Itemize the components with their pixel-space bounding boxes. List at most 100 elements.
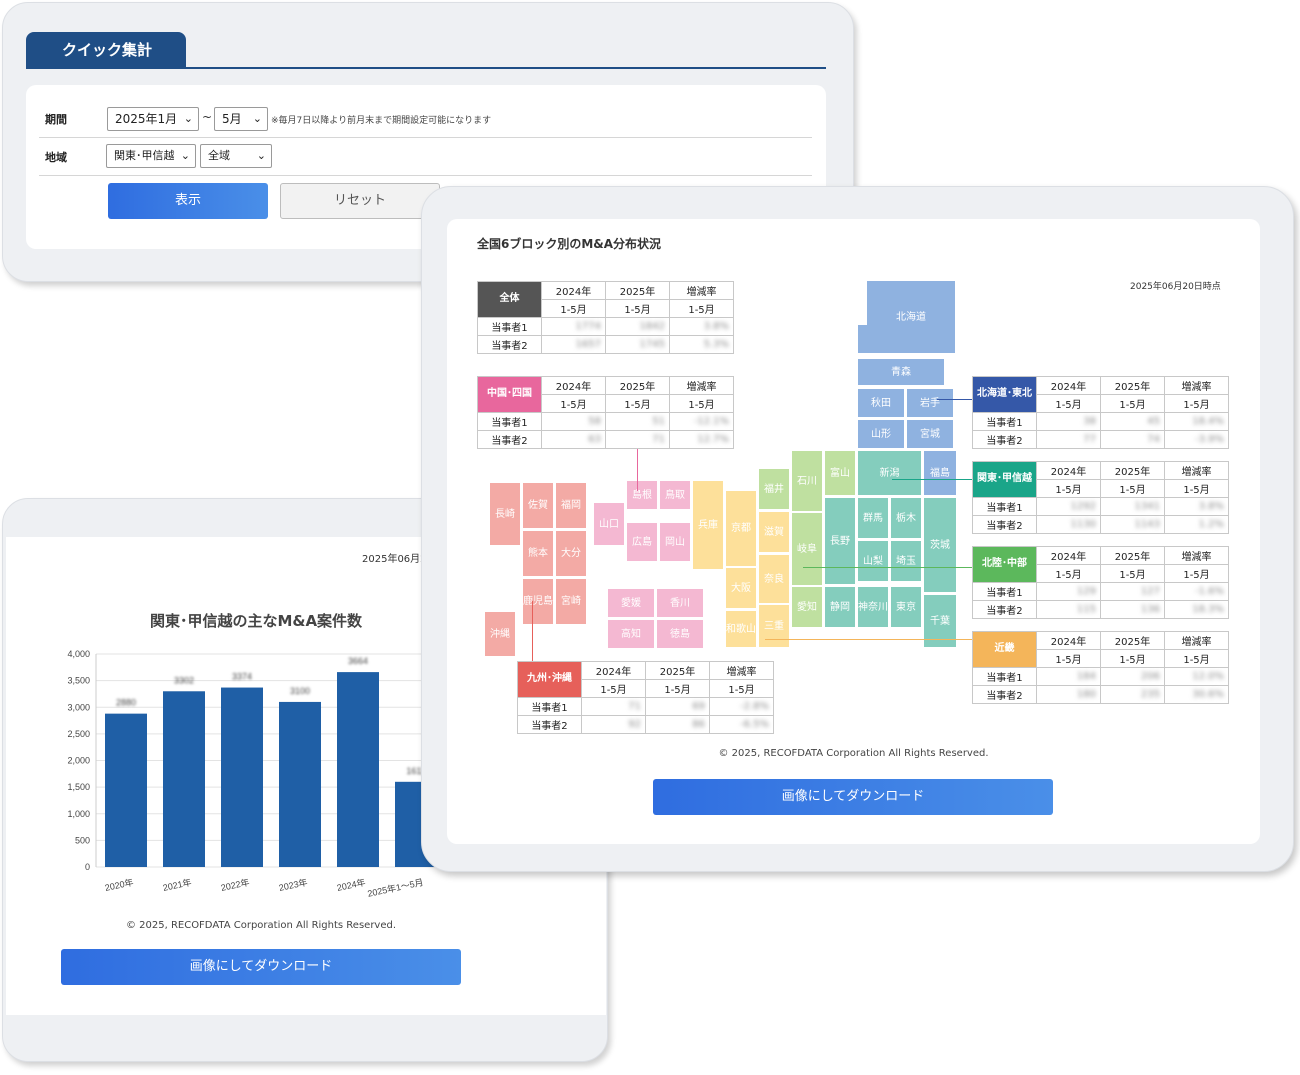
prefecture-tile: 山形 <box>858 420 904 448</box>
prefecture-tile: 滋賀 <box>759 512 789 552</box>
x-tick-label: 2021年 <box>162 876 193 893</box>
block-summary-table: 全体 2024年 2025年 増減率 1-5月 1-5月 1-5月 当事者1 1774 1842 3… <box>477 281 734 354</box>
value-cell: 1130 <box>1036 515 1101 534</box>
bar <box>163 691 205 867</box>
prefecture-tile: 鹿児島 <box>523 579 553 624</box>
row-label: 当事者1 <box>972 667 1037 686</box>
prefecture-tile: 秋田 <box>858 389 904 417</box>
value-cell: 1774 <box>541 317 606 336</box>
map-copyright: © 2025, RECOFDATA Corporation All Rights… <box>718 748 989 759</box>
area-select[interactable]: 全域 ⌄ <box>200 144 272 168</box>
column-header: 2024年 <box>1036 461 1101 480</box>
bar-data-label: 3100 <box>290 686 310 696</box>
row-label: 当事者2 <box>972 685 1037 704</box>
connector-line <box>532 601 533 661</box>
value-cell: -1.6% <box>1164 582 1229 601</box>
value-cell: 1745 <box>605 335 670 354</box>
column-header: 2024年 <box>1036 631 1101 650</box>
row-label: 当事者2 <box>477 335 542 354</box>
column-header: 増減率 <box>1164 376 1229 395</box>
japan-tile-map: 北海道 青森 秋田 岩手 山形 宮城 新潟 福島 石川 富山 長野 群馬 栃木 茨城 福井 岐阜 山梨 埼玉 京都滋… <box>447 219 1260 739</box>
value-cell: 86 <box>645 715 710 734</box>
y-tick-label: 3,500 <box>67 676 90 686</box>
bar <box>221 687 263 867</box>
block-summary-table: 九州･沖縄 2024年 2025年 増減率 1-5月 1-5月 1-5月 当事者1 71 69 -2… <box>517 661 774 734</box>
prefecture-tile: 兵庫 <box>693 481 723 569</box>
column-header: 増減率 <box>1164 631 1229 650</box>
map-download-button[interactable]: 画像にしてダウンロード <box>653 779 1053 815</box>
prefecture-tile: 愛知 <box>792 587 822 627</box>
quick-summary-tab[interactable]: クイック集計 <box>26 32 186 68</box>
y-tick-label: 3,000 <box>67 702 90 712</box>
y-tick-label: 1,000 <box>67 809 90 819</box>
block-name-cell: 北陸･中部 <box>972 546 1037 583</box>
value-cell: 3.8% <box>669 317 734 336</box>
prefecture-tile: 新潟 <box>858 451 921 495</box>
column-header: 増減率 <box>669 281 734 300</box>
period-header: 1-5月 <box>1164 479 1229 498</box>
period-header: 1-5月 <box>605 394 670 413</box>
prefecture-tile: 群馬 <box>858 498 888 538</box>
bar-download-button[interactable]: 画像にしてダウンロード <box>61 949 461 985</box>
value-cell: 184 <box>1036 667 1101 686</box>
region-label: 地域 <box>45 151 67 164</box>
row-label: 当事者1 <box>517 697 582 716</box>
prefecture-tile: 和歌山 <box>726 611 756 647</box>
prefecture-tile: 山梨 <box>858 541 888 581</box>
column-header: 2025年 <box>1100 631 1165 650</box>
period-from-select[interactable]: 2025年1月 ⌄ <box>107 107 199 131</box>
column-header: 2025年 <box>1100 461 1165 480</box>
column-header: 2024年 <box>541 281 606 300</box>
value-cell: -6.5% <box>709 715 774 734</box>
region-select[interactable]: 関東･甲信越 ⌄ <box>106 144 196 168</box>
bar-data-label: 3374 <box>232 672 252 682</box>
period-note: ※毎月7日以降より前月末まで期間設定可能になります <box>271 116 492 126</box>
prefecture-tile: 島根 <box>627 481 657 509</box>
period-header: 1-5月 <box>1164 649 1229 668</box>
chevron-down-icon: ⌄ <box>180 149 190 162</box>
prefecture-tile: 福岡 <box>556 483 586 528</box>
period-row: 期間 2025年1月 ⌄ ~ 5月 ⌄ ※毎月7日以降より前月末まで期間設定可能… <box>39 100 812 138</box>
value-cell: 136 <box>1100 600 1165 619</box>
prefecture-tile: 愛媛 <box>608 589 654 617</box>
period-header: 1-5月 <box>1100 564 1165 583</box>
row-label: 当事者1 <box>972 412 1037 431</box>
show-button[interactable]: 表示 <box>108 183 268 219</box>
value-cell: 71 <box>581 697 646 716</box>
value-cell: 92 <box>581 715 646 734</box>
value-cell: 1143 <box>1100 515 1165 534</box>
prefecture-tile: 奈良 <box>759 555 789 603</box>
period-header: 1-5月 <box>645 679 710 698</box>
reset-button[interactable]: リセット <box>280 183 440 219</box>
value-cell: -3.9% <box>1164 430 1229 449</box>
value-cell: 38 <box>1036 412 1101 431</box>
prefecture-tile: 大分 <box>556 531 586 576</box>
bar-copyright: © 2025, RECOFDATA Corporation All Rights… <box>125 920 397 931</box>
value-cell: 3.8% <box>1164 497 1229 516</box>
value-cell: 18.3% <box>1164 600 1229 619</box>
value-cell: 58 <box>541 412 606 431</box>
prefecture-tile-extension <box>858 325 868 353</box>
block-name-cell: 北海道･東北 <box>972 376 1037 413</box>
connector-line <box>892 479 972 480</box>
period-header: 1-5月 <box>1036 479 1101 498</box>
period-to-select[interactable]: 5月 ⌄ <box>214 107 268 131</box>
prefecture-tile: 鳥取 <box>660 481 690 509</box>
y-tick-label: 1,500 <box>67 782 90 792</box>
prefecture-tile: 大阪 <box>726 568 756 608</box>
bar <box>279 701 321 867</box>
y-tick-label: 2,000 <box>67 756 90 766</box>
y-tick-label: 0 <box>85 862 90 872</box>
value-cell: 45 <box>1100 412 1165 431</box>
block-name-cell: 中国･四国 <box>477 376 542 413</box>
period-header: 1-5月 <box>1100 394 1165 413</box>
period-header: 1-5月 <box>1164 564 1229 583</box>
column-header: 2025年 <box>1100 376 1165 395</box>
period-header: 1-5月 <box>605 299 670 318</box>
x-tick-label: 2023年 <box>278 876 309 893</box>
value-cell: -12.1% <box>669 412 734 431</box>
prefecture-tile: 岩手 <box>907 389 953 417</box>
value-cell: 115 <box>1036 600 1101 619</box>
column-header: 2025年 <box>605 281 670 300</box>
prefecture-tile: 高知 <box>608 620 654 648</box>
